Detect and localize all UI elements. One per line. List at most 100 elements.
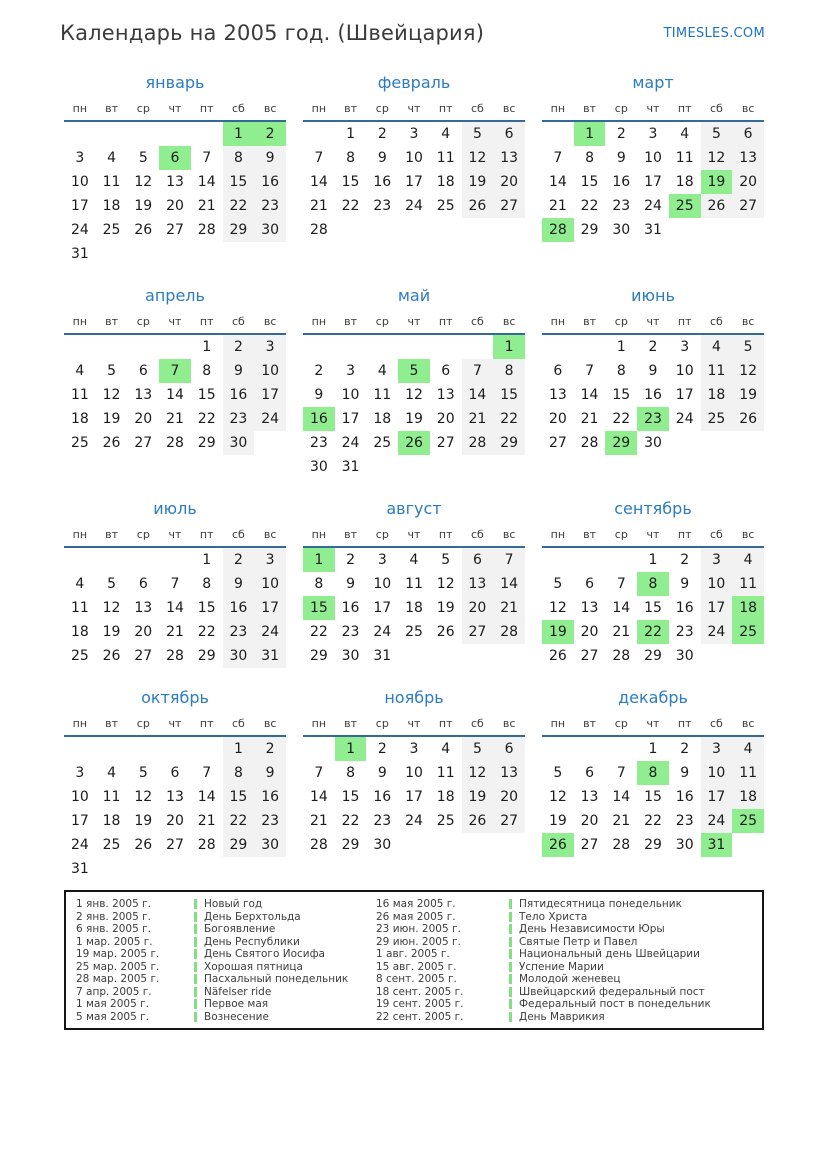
day-cell: 21 <box>197 198 216 214</box>
day-cell: 16 <box>222 596 255 620</box>
day-cell: 12 <box>461 146 494 170</box>
legend-holiday-label: Первое мая <box>204 998 269 1010</box>
day-cell: 1 <box>648 741 658 757</box>
day-cell: 10 <box>70 789 89 805</box>
site-link[interactable]: TIMESLES.COM <box>663 26 765 41</box>
day-cell: 29 <box>644 837 662 853</box>
day-cell: 30 <box>254 833 286 857</box>
day-cell: 8 <box>346 765 356 781</box>
month-title: февраль <box>377 73 451 92</box>
weekday-label: сб <box>471 315 484 328</box>
day-cell: 8 <box>314 576 324 592</box>
day-cell: 8 <box>585 150 595 166</box>
day-cell: 24 <box>675 411 694 427</box>
day-cell: 18 <box>405 600 423 616</box>
day-cell: 11 <box>436 150 455 166</box>
holiday-marker-icon <box>194 961 197 972</box>
weekday-label: вт <box>344 102 357 115</box>
month-header-rule <box>542 333 764 335</box>
day-cell: 21 <box>461 407 494 431</box>
day-cell: 14 <box>166 387 184 403</box>
holiday-marker-icon <box>194 911 197 922</box>
legend-holiday-label: День Республики <box>204 935 300 948</box>
day-cell: 9 <box>680 765 690 781</box>
month-header-rule <box>542 120 764 122</box>
weekday-label: вт <box>344 717 357 730</box>
day-cell: 16 <box>254 785 286 809</box>
day-cell: 5 <box>138 150 148 166</box>
days-grid: 1 2 3 4 5 6 7 8 9 10 11 12 13 14 15 16 17 18 19 20 21 22 23 24 2… <box>542 737 764 857</box>
day-cell: 19 <box>548 813 567 829</box>
weekday-header-row: пн вт ср чт пт сб вс <box>64 311 286 333</box>
day-cell: 14 <box>493 572 525 596</box>
holiday-marker-icon <box>509 974 512 985</box>
day-cell: 30 <box>612 222 631 238</box>
weekday-label: пт <box>438 315 453 328</box>
legend-holiday-label: Швейцарский федеральный пост <box>519 985 705 998</box>
day-cell: 10 <box>405 150 423 166</box>
legend-holiday-label: Хорошая пятница <box>204 960 303 973</box>
day-cell: 5 <box>461 122 494 146</box>
weekday-label: чт <box>407 717 421 730</box>
day-cell: 14 <box>309 789 328 805</box>
weekday-label: чт <box>646 528 660 541</box>
day-cell-empty <box>159 335 191 359</box>
weekday-label: вт <box>105 528 118 541</box>
weekday-label: сб <box>471 102 484 115</box>
month-5: май пн вт ср чт пт сб вс 1 2 3 4 5 6 7 8 9 10 11 12 13 14 15 16… <box>303 285 525 479</box>
weekday-label: пт <box>677 717 692 730</box>
day-cell-holiday: 15 <box>303 596 335 620</box>
day-cell: 23 <box>675 624 694 640</box>
legend-date: 18 сент. 2005 г. <box>376 985 464 998</box>
month-1: январь пн вт ср чт пт сб вс 1 2 3 4 5 6 7 8 9 10 11 12 13 14 1… <box>64 72 286 266</box>
day-cell: 13 <box>580 600 599 616</box>
day-cell-holiday: 16 <box>303 407 335 431</box>
day-cell: 13 <box>493 761 525 785</box>
day-cell: 15 <box>222 785 255 809</box>
day-cell: 17 <box>373 600 392 616</box>
day-cell: 18 <box>732 785 764 809</box>
holiday-marker-icon <box>194 924 197 935</box>
day-cell-empty <box>605 737 637 761</box>
day-cell: 4 <box>680 126 690 142</box>
weekday-label: вт <box>105 102 118 115</box>
day-cell: 14 <box>197 789 216 805</box>
day-cell: 29 <box>309 648 328 664</box>
day-cell: 8 <box>493 359 525 383</box>
weekday-label: вс <box>263 528 277 541</box>
day-cell: 21 <box>197 813 216 829</box>
day-cell-empty <box>64 122 96 146</box>
days-grid: 1 2 3 4 5 6 7 8 9 10 11 12 13 14 15 16 17 18 19 20 21 22 23 24 2… <box>64 548 286 668</box>
month-title: сентябрь <box>614 499 692 518</box>
days-grid: 1 2 3 4 5 6 7 8 9 10 11 12 13 14 15 16 17 18 19 20 21 22 23 24 2… <box>64 737 286 881</box>
weekday-label: пн <box>72 528 88 541</box>
holiday-marker-icon <box>194 974 197 985</box>
legend-holiday-name: Хорошая пятница <box>194 961 376 974</box>
day-cell-empty <box>96 548 128 572</box>
holiday-marker-icon <box>194 949 197 960</box>
legend-holiday-name: День Маврикия <box>509 1011 752 1024</box>
legend-holiday-name: Национальный день Швейцарии <box>509 948 752 961</box>
day-cell: 30 <box>675 837 694 853</box>
day-cell: 3 <box>75 150 85 166</box>
day-cell: 10 <box>675 363 694 379</box>
weekday-header-row: пн вт ср чт пт сб вс <box>64 524 286 546</box>
day-cell: 29 <box>341 837 360 853</box>
day-cell: 21 <box>309 198 328 214</box>
day-cell: 21 <box>309 813 328 829</box>
day-cell: 27 <box>166 837 184 853</box>
day-cell-empty <box>127 335 159 359</box>
day-cell-holiday: 25 <box>668 194 701 218</box>
day-cell: 7 <box>314 150 324 166</box>
day-cell: 9 <box>254 761 286 785</box>
weekday-label: пн <box>311 528 327 541</box>
weekday-label: чт <box>168 528 182 541</box>
weekday-label: вс <box>502 528 516 541</box>
day-cell: 22 <box>309 624 328 640</box>
day-cell: 10 <box>341 387 360 403</box>
weekday-label: ср <box>375 315 389 328</box>
day-cell: 24 <box>405 813 423 829</box>
month-6: июнь пн вт ср чт пт сб вс 1 2 3 4 5 6 7 8 9 10 11 12 13 14 15 1… <box>542 285 764 479</box>
day-cell: 29 <box>493 431 525 455</box>
day-cell: 23 <box>612 198 631 214</box>
